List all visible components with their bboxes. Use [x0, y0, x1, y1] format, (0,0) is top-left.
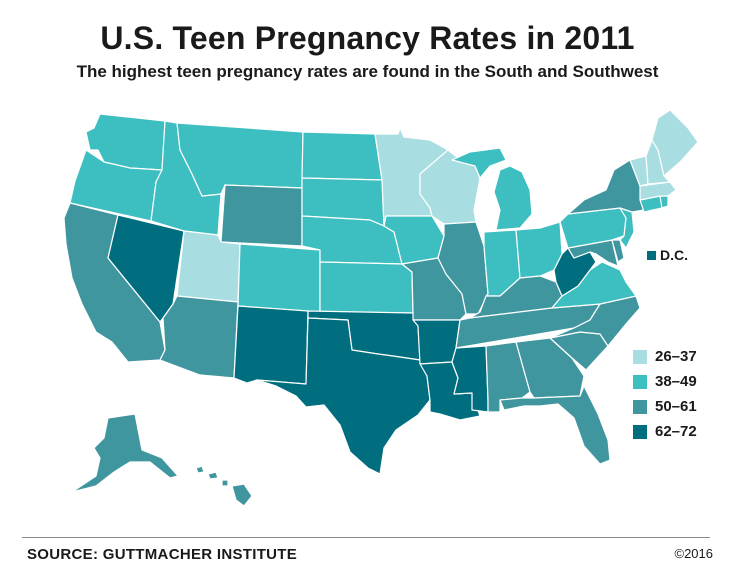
copyright: ©2016: [674, 546, 714, 561]
state-michigan: [451, 147, 533, 231]
map-subtitle: The highest teen pregnancy rates are fou…: [76, 62, 659, 81]
state-texas: [256, 317, 431, 475]
legend-item-26-37: 26–37: [633, 344, 697, 369]
dc-label: D.C.: [647, 247, 688, 263]
state-new-jersey: [619, 207, 635, 249]
state-wyoming: [220, 184, 303, 247]
state-florida: [499, 385, 611, 465]
source-credit: SOURCE: GUTTMACHER INSTITUTE: [27, 546, 298, 563]
state-delaware: [611, 239, 625, 263]
state-north-carolina: [549, 295, 641, 347]
dc-text: D.C.: [660, 247, 688, 263]
state-maine: [651, 109, 699, 177]
state-colorado: [237, 243, 321, 313]
legend-swatch: [633, 399, 647, 414]
legend-swatch: [633, 424, 647, 439]
map-title: U.S. Teen Pregnancy Rates in 2011: [100, 20, 635, 56]
legend: 26–37 38–49 50–61 62–72: [633, 344, 697, 444]
legend-item-50-61: 50–61: [633, 394, 697, 419]
legend-item-38-49: 38–49: [633, 369, 697, 394]
state-alaska: [71, 413, 179, 493]
state-arizona: [159, 295, 239, 379]
state-rhode-island: [659, 195, 669, 209]
state-north-dakota: [301, 131, 383, 181]
state-hawaii: [195, 465, 253, 507]
legend-label: 50–61: [655, 398, 697, 415]
dc-swatch: [647, 250, 656, 260]
legend-item-62-72: 62–72: [633, 419, 697, 444]
footer-divider: [22, 537, 710, 538]
state-new-mexico: [233, 305, 309, 385]
state-kansas: [319, 261, 414, 314]
state-illinois: [437, 221, 489, 315]
legend-swatch: [633, 349, 647, 364]
state-wisconsin: [419, 149, 481, 225]
legend-label: 62–72: [655, 423, 697, 440]
legend-swatch: [633, 374, 647, 389]
legend-label: 38–49: [655, 373, 697, 390]
legend-label: 26–37: [655, 348, 697, 365]
